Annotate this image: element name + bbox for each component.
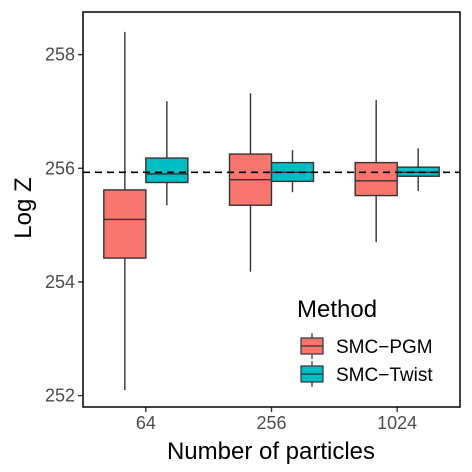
legend-title: Method (297, 296, 377, 323)
box-iqr (146, 158, 188, 182)
y-tick-label: 252 (45, 386, 75, 406)
box-smc-twist-1024 (397, 148, 439, 191)
legend: Method SMC−PGM SMC−Twist (297, 296, 433, 387)
x-axis: 64 256 1024 (136, 407, 417, 433)
box-smc-pgm-1024 (355, 100, 397, 242)
x-tick-label: 64 (136, 413, 156, 433)
legend-item-smc-pgm: SMC−PGM (301, 333, 433, 359)
legend-item-smc-twist: SMC−Twist (301, 361, 433, 387)
x-axis-title: Number of particles (167, 438, 375, 465)
y-axis-title: Log Z (10, 177, 37, 238)
box-smc-pgm-64 (104, 32, 146, 390)
y-tick-label: 254 (45, 272, 75, 292)
box-smc-twist-64 (146, 101, 188, 205)
y-axis: 252 254 256 258 (45, 45, 83, 406)
box-iqr (104, 190, 146, 258)
box-smc-twist-256 (272, 150, 314, 192)
box-smc-pgm-256 (230, 93, 272, 271)
y-tick-label: 258 (45, 45, 75, 65)
legend-label-smc-twist: SMC−Twist (336, 365, 433, 386)
x-tick-label: 256 (256, 413, 286, 433)
y-tick-label: 256 (45, 158, 75, 178)
x-tick-label: 1024 (377, 413, 417, 433)
box-iqr (355, 163, 397, 196)
legend-label-smc-pgm: SMC−PGM (336, 337, 433, 358)
